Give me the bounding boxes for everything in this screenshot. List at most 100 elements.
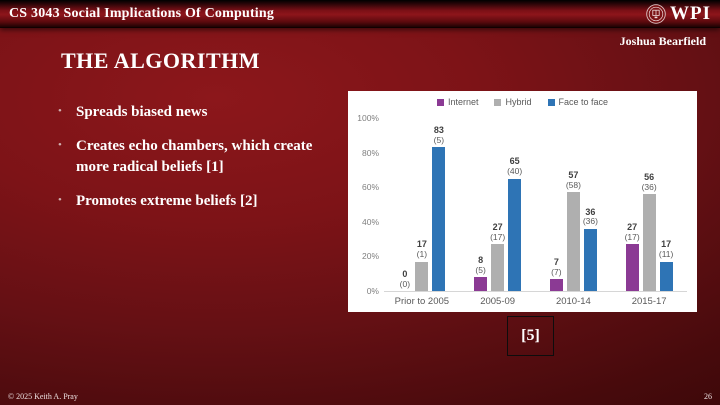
bar-hybrid <box>566 192 580 291</box>
bar-label: 27 (17) <box>490 222 506 242</box>
chart-bars-area: 0 (0) 17 (1) 83 (5) 8 (5) 27 (17) 65 (40) 7 (7) 57 (58)… <box>384 119 687 292</box>
bar-slot: 27 (17) <box>625 222 640 291</box>
bar-value: 36 <box>585 206 596 217</box>
bar-label: 0 (0) <box>399 268 411 289</box>
bar-group-2015-17: 27 (17) 56 (36) 17 (11) <box>611 171 687 291</box>
bar-count: (36) <box>641 181 657 192</box>
legend-swatch-icon <box>436 98 444 106</box>
y-axis-tick: 60% <box>361 182 379 193</box>
bar-slot: 17 (11) <box>658 239 674 291</box>
footer-copyright: © 2025 Keith A. Pray <box>8 392 78 401</box>
bullet-text: Creates echo chambers, which create more… <box>76 138 313 175</box>
bar-label: 83 (5) <box>433 125 445 146</box>
bar-internet <box>625 244 639 291</box>
bar-label: 17 (1) <box>416 239 428 260</box>
bullet-text: Promotes extreme beliefs [2] <box>76 192 258 209</box>
bar-count: (58) <box>565 180 581 191</box>
legend-swatch-icon <box>494 98 502 106</box>
bullet-item: • Promotes extreme beliefs [2] <box>58 191 316 211</box>
legend-swatch-icon <box>547 98 555 106</box>
legend-label: Internet <box>447 97 479 107</box>
bar-slot: 27 (17) <box>490 222 506 291</box>
bar-slot: 57 (58) <box>565 170 581 291</box>
bar-value: 17 <box>416 239 427 250</box>
bar-count: (17) <box>490 231 506 242</box>
bar-label: 57 (58) <box>565 170 581 191</box>
chart-plot: 0% 20% 40% 60% 80% 100% 0 (0) 17 (1) 83 (5) 8 (5) 27(… <box>348 113 687 296</box>
bar-slot: 65 (40) <box>507 156 523 291</box>
bar-value: 27 <box>627 222 638 233</box>
bar-face-to-face <box>508 178 522 291</box>
y-axis-tick: 20% <box>361 251 379 262</box>
page-number: 26 <box>704 392 712 401</box>
bar-hybrid <box>491 244 505 291</box>
bar-label: 17 (11) <box>658 239 674 260</box>
bar-count: (0) <box>399 278 411 289</box>
bar-value: 0 <box>402 268 408 279</box>
y-axis-tick: 100% <box>357 113 379 123</box>
bar-value: 27 <box>492 222 503 233</box>
bar-count: (36) <box>582 216 598 227</box>
legend-item-hybrid: Hybrid <box>494 97 532 107</box>
bar-label: 27 (17) <box>625 222 640 242</box>
bar-slot: 83 (5) <box>432 125 446 291</box>
bar-label: 56 (36) <box>641 171 657 192</box>
y-axis-tick: 80% <box>361 147 379 158</box>
bar-count: (40) <box>507 166 523 177</box>
y-axis-tick: 40% <box>361 216 379 227</box>
bar-count: (5) <box>475 264 486 275</box>
bar-face-to-face <box>659 261 673 291</box>
bar-label: 7 (7) <box>551 256 562 277</box>
wpi-logo-text: WPI <box>670 3 711 24</box>
legend-label: Hybrid <box>505 97 532 107</box>
bar-slot: 17 (1) <box>415 239 429 291</box>
chart-panel: Internet Hybrid Face to face 0% 20% 40% 60% 80… <box>348 91 697 312</box>
wpi-seal-icon <box>646 4 666 24</box>
wpi-logo: WPI <box>646 3 711 25</box>
bullet-item: • Creates echo chambers, which create mo… <box>58 136 316 177</box>
bar-count: (1) <box>416 249 428 260</box>
bar-label: 65 (40) <box>507 156 523 177</box>
header-bar: CS 3043 Social Implications Of Computing… <box>0 0 720 28</box>
bar-value: 56 <box>644 171 655 182</box>
bar-slot: 8 (5) <box>474 254 488 291</box>
bar-value: 8 <box>478 254 484 265</box>
bar-group-2005-09: 8 (5) 27 (17) 65 (40) <box>460 156 536 291</box>
bar-group-2010-14: 7 (7) 57 (58) 36 (36) <box>536 170 612 291</box>
legend-item-internet: Internet <box>436 97 479 107</box>
bar-internet <box>549 278 563 291</box>
bar-group-prior-to-2005: 0 (0) 17 (1) 83 (5) <box>384 125 460 291</box>
bullet-text: Spreads biased news <box>76 104 208 120</box>
bar-face-to-face <box>432 147 446 291</box>
bullet-list: • Spreads biased news • Creates echo cha… <box>58 102 316 225</box>
x-axis-label: 2010-14 <box>555 296 591 307</box>
author-name: Joshua Bearfield <box>619 34 706 48</box>
bar-slot: 7 (7) <box>549 256 563 291</box>
bar-count: (11) <box>658 249 674 260</box>
bar-count: (5) <box>433 135 445 146</box>
legend-label: Face to face <box>558 97 609 107</box>
y-axis-tick: 0% <box>366 286 379 296</box>
bar-slot: 56 (36) <box>641 171 657 291</box>
bar-internet <box>474 277 488 291</box>
citation-text: [5] <box>521 327 540 344</box>
bar-value: 65 <box>509 156 520 167</box>
x-axis-label: Prior to 2005 <box>394 296 450 307</box>
bar-hybrid <box>415 261 429 291</box>
bar-value: 7 <box>553 256 559 267</box>
citation-box: [5] <box>507 316 554 356</box>
bar-face-to-face <box>583 228 597 291</box>
slide-title: THE ALGORITHM <box>61 48 261 73</box>
bullet-icon: • <box>58 139 62 152</box>
bullet-icon: • <box>58 193 62 206</box>
bullet-icon: • <box>58 105 62 117</box>
chart-x-labels: Prior to 2005 2005-09 2010-14 2015-17 <box>384 296 687 307</box>
bar-slot: 36 (36) <box>582 206 598 291</box>
course-title: CS 3043 Social Implications Of Computing <box>9 6 275 21</box>
bar-value: 57 <box>568 170 579 181</box>
chart-legend: Internet Hybrid Face to face <box>348 97 697 107</box>
bar-slot: 0 (0) <box>398 268 412 291</box>
bar-count: (7) <box>551 266 562 277</box>
bar-hybrid <box>642 194 656 291</box>
